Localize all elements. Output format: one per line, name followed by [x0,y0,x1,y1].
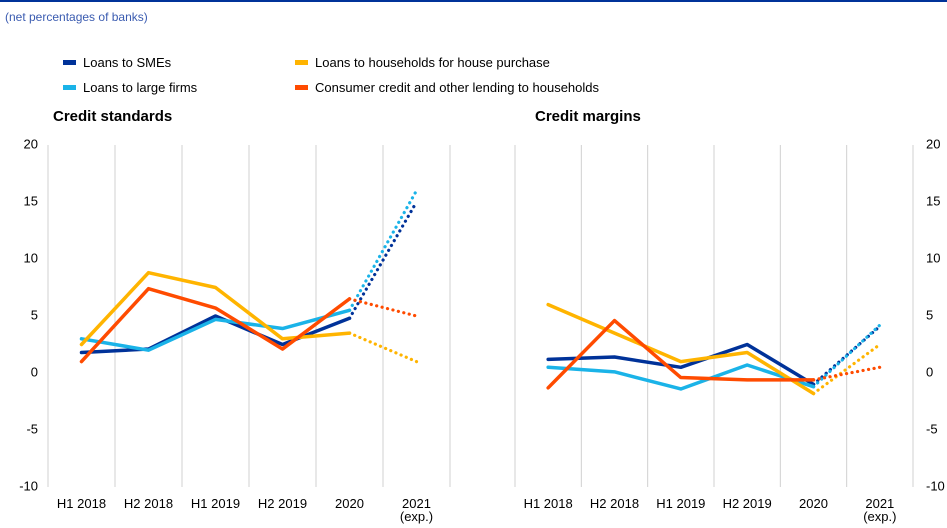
y-tick-label: 15 [926,193,940,208]
legend-item: Consumer credit and other lending to hou… [295,80,599,95]
x-tick-label: H2 2018 [123,496,174,511]
x-tick-label: H1 2019 [190,496,241,511]
x-tick-label: H1 2018 [56,496,107,511]
legend-label: Loans to households for house purchase [315,55,550,70]
legend-label: Loans to large firms [83,80,198,95]
expected-line [811,323,882,389]
expected-line [347,200,419,320]
expected-line [811,365,882,382]
x-tick-label: H2 2019 [257,496,308,511]
y-tick-label: -5 [26,421,38,436]
y-tick-label: 20 [926,136,940,151]
y-tick-label: 10 [24,250,38,265]
y-tick-label: 20 [24,136,38,151]
x-tick-label: H2 2018 [589,496,640,511]
legend-swatch [63,85,76,90]
legend-swatch [295,85,308,90]
expected-line [347,297,419,318]
x-tick-label: H1 2019 [656,496,706,511]
legend-swatch [295,60,308,65]
x-tick-label: 2020 [335,496,364,511]
x-tick-label: 2021 (exp.) [863,496,897,524]
expected-line [811,342,882,396]
legend-item: Loans to large firms [63,80,197,95]
series-line [79,308,352,352]
legend-label: Consumer credit and other lending to hou… [315,80,600,95]
y-tick-label: 10 [926,250,940,265]
x-tick-label: 2021 (exp.) [399,496,434,524]
y-tick-label: -5 [926,421,938,436]
top-rule [0,0,947,2]
y-tick-label: -10 [19,478,38,493]
x-tick-label: H2 2019 [722,496,772,511]
y-tick-label: 0 [926,364,933,379]
y-tick-label: 0 [31,364,38,379]
series-line [546,342,816,387]
panel-title: Credit standards [53,108,173,125]
legend-item: Loans to SMEs [63,55,171,70]
series-line [546,318,816,390]
panel-title: Credit margins [535,108,641,125]
legend-label: Loans to SMEs [83,55,172,70]
legend-swatch [63,60,76,65]
series-line [546,363,816,391]
y-tick-label: 5 [926,307,933,322]
x-tick-label: 2020 [799,496,828,511]
x-tick-label: H1 2018 [523,496,573,511]
subtitle: (net percentages of banks) [5,10,148,24]
expected-line [347,331,419,364]
series-line [546,302,816,396]
expected-line [347,189,419,312]
y-tick-label: 15 [24,193,38,208]
y-tick-label: -10 [926,478,945,493]
series-line [79,270,352,347]
legend-item: Loans to households for house purchase [295,55,550,70]
y-tick-label: 5 [31,307,38,322]
series-line [79,286,352,364]
